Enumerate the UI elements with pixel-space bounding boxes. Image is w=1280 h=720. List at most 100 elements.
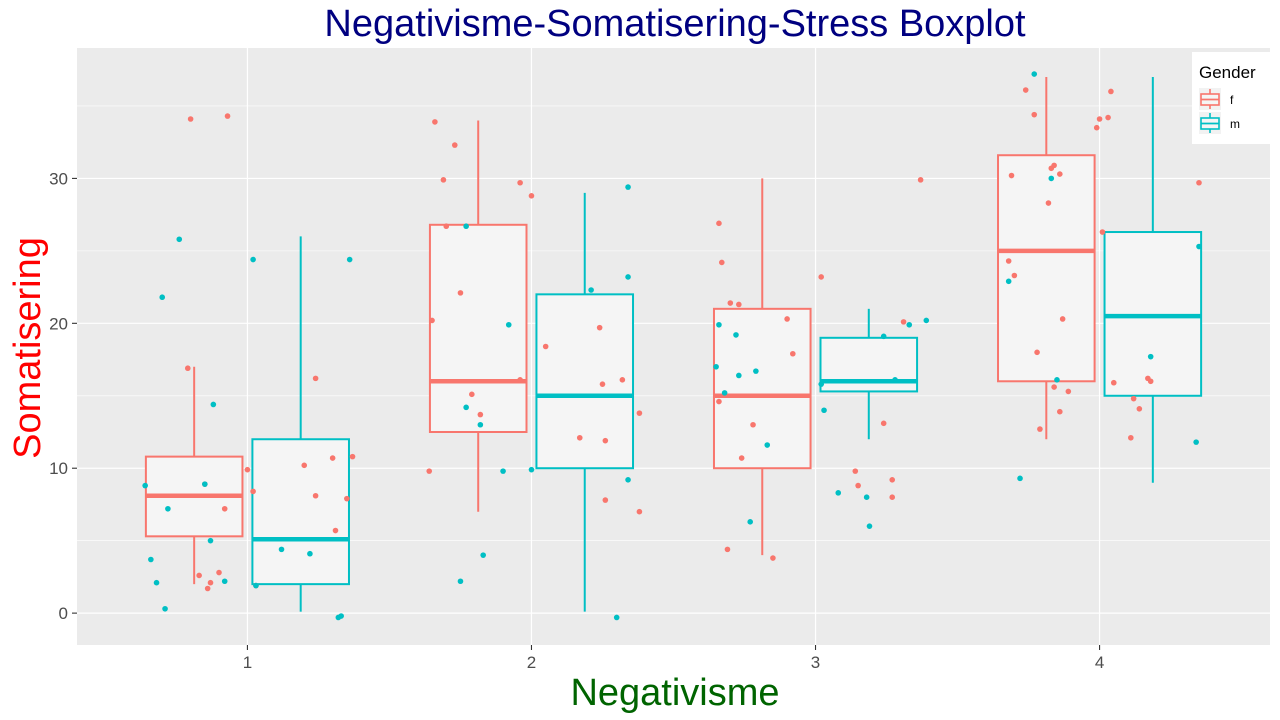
point-f <box>736 301 742 308</box>
boxes-layer <box>144 76 1203 612</box>
point-m <box>210 401 217 408</box>
point-f <box>426 468 433 474</box>
point-m <box>1048 175 1055 182</box>
box-body <box>428 223 528 433</box>
point-f <box>1065 388 1072 395</box>
point-f <box>917 177 924 183</box>
box-body <box>251 438 350 586</box>
legend: Gender fm <box>1192 52 1270 144</box>
box-f-2 <box>428 120 528 512</box>
point-f <box>1051 162 1057 169</box>
point-m <box>162 605 168 612</box>
point-f <box>1096 116 1103 122</box>
box-f-1 <box>144 366 244 585</box>
point-m <box>480 552 486 558</box>
point-f <box>818 274 825 280</box>
point-m <box>221 578 228 585</box>
point-f <box>440 177 447 183</box>
point-m <box>821 407 827 414</box>
point-f <box>221 505 228 512</box>
point-m <box>753 368 759 374</box>
legend-label-f: f <box>1230 93 1234 107</box>
point-f <box>429 317 435 324</box>
point-m <box>500 468 506 474</box>
point-m <box>764 442 771 448</box>
point-f <box>619 377 626 383</box>
legend-key-f: f <box>1199 88 1234 110</box>
point-f <box>1034 349 1040 356</box>
point-f <box>1099 229 1106 235</box>
point-f <box>224 113 231 119</box>
point-f <box>329 455 336 461</box>
point-f <box>1045 200 1052 206</box>
x-tick-label: 2 <box>527 653 536 672</box>
point-m <box>463 404 469 411</box>
x-tick-label: 3 <box>811 653 820 672</box>
point-m <box>906 321 913 328</box>
point-m <box>721 390 728 396</box>
point-f <box>790 350 796 357</box>
box-f-3 <box>712 178 812 556</box>
point-m <box>1031 71 1038 77</box>
point-m <box>1196 243 1202 250</box>
point-f <box>1005 258 1012 264</box>
point-m <box>148 556 154 563</box>
point-f <box>718 259 725 266</box>
point-f <box>1108 88 1114 95</box>
point-m <box>142 482 148 489</box>
point-f <box>855 482 861 489</box>
legend-keys: fm <box>1199 88 1240 134</box>
point-f <box>244 466 251 473</box>
point-f <box>1136 406 1143 412</box>
point-f <box>1011 272 1018 279</box>
point-m <box>528 466 535 473</box>
point-m <box>818 381 825 387</box>
y-axis: 0 10 20 30 <box>49 169 77 623</box>
point-m <box>207 537 214 544</box>
y-tick-label: 30 <box>49 169 68 188</box>
point-f <box>1057 408 1063 415</box>
point-m <box>713 363 719 370</box>
point-f <box>1105 114 1111 121</box>
box-body <box>712 307 812 470</box>
point-f <box>1196 179 1202 186</box>
point-f <box>301 462 308 469</box>
x-axis-title: Negativisme <box>570 672 779 714</box>
box-m-2 <box>535 192 635 612</box>
point-m <box>1193 439 1199 445</box>
point-f <box>1057 171 1063 177</box>
point-m <box>625 477 631 483</box>
point-f <box>900 319 907 325</box>
point-f <box>1022 87 1029 93</box>
point-f <box>1093 124 1100 131</box>
point-m <box>338 613 344 619</box>
x-tick-label: 4 <box>1095 653 1104 672</box>
point-m <box>625 274 631 280</box>
point-f <box>602 497 609 503</box>
point-f <box>250 488 256 495</box>
y-tick-label: 10 <box>49 459 68 478</box>
point-f <box>602 437 609 444</box>
point-m <box>613 614 620 621</box>
box-body <box>997 154 1096 383</box>
point-f <box>187 116 194 122</box>
point-m <box>457 578 464 585</box>
point-f <box>1037 426 1043 432</box>
box-m-4 <box>1103 76 1203 483</box>
point-f <box>724 546 731 553</box>
x-tick-label: 1 <box>243 653 252 672</box>
point-m <box>747 519 753 525</box>
box-body <box>535 293 635 470</box>
x-axis: 1 2 3 4 <box>243 645 1104 672</box>
point-f <box>457 290 464 296</box>
point-f <box>332 527 339 534</box>
box-m-1 <box>251 236 350 612</box>
point-m <box>278 546 285 553</box>
point-f <box>784 316 790 322</box>
point-f <box>636 410 643 416</box>
point-f <box>443 223 450 230</box>
point-f <box>596 324 603 331</box>
point-m <box>733 332 739 338</box>
point-m <box>1054 377 1060 383</box>
